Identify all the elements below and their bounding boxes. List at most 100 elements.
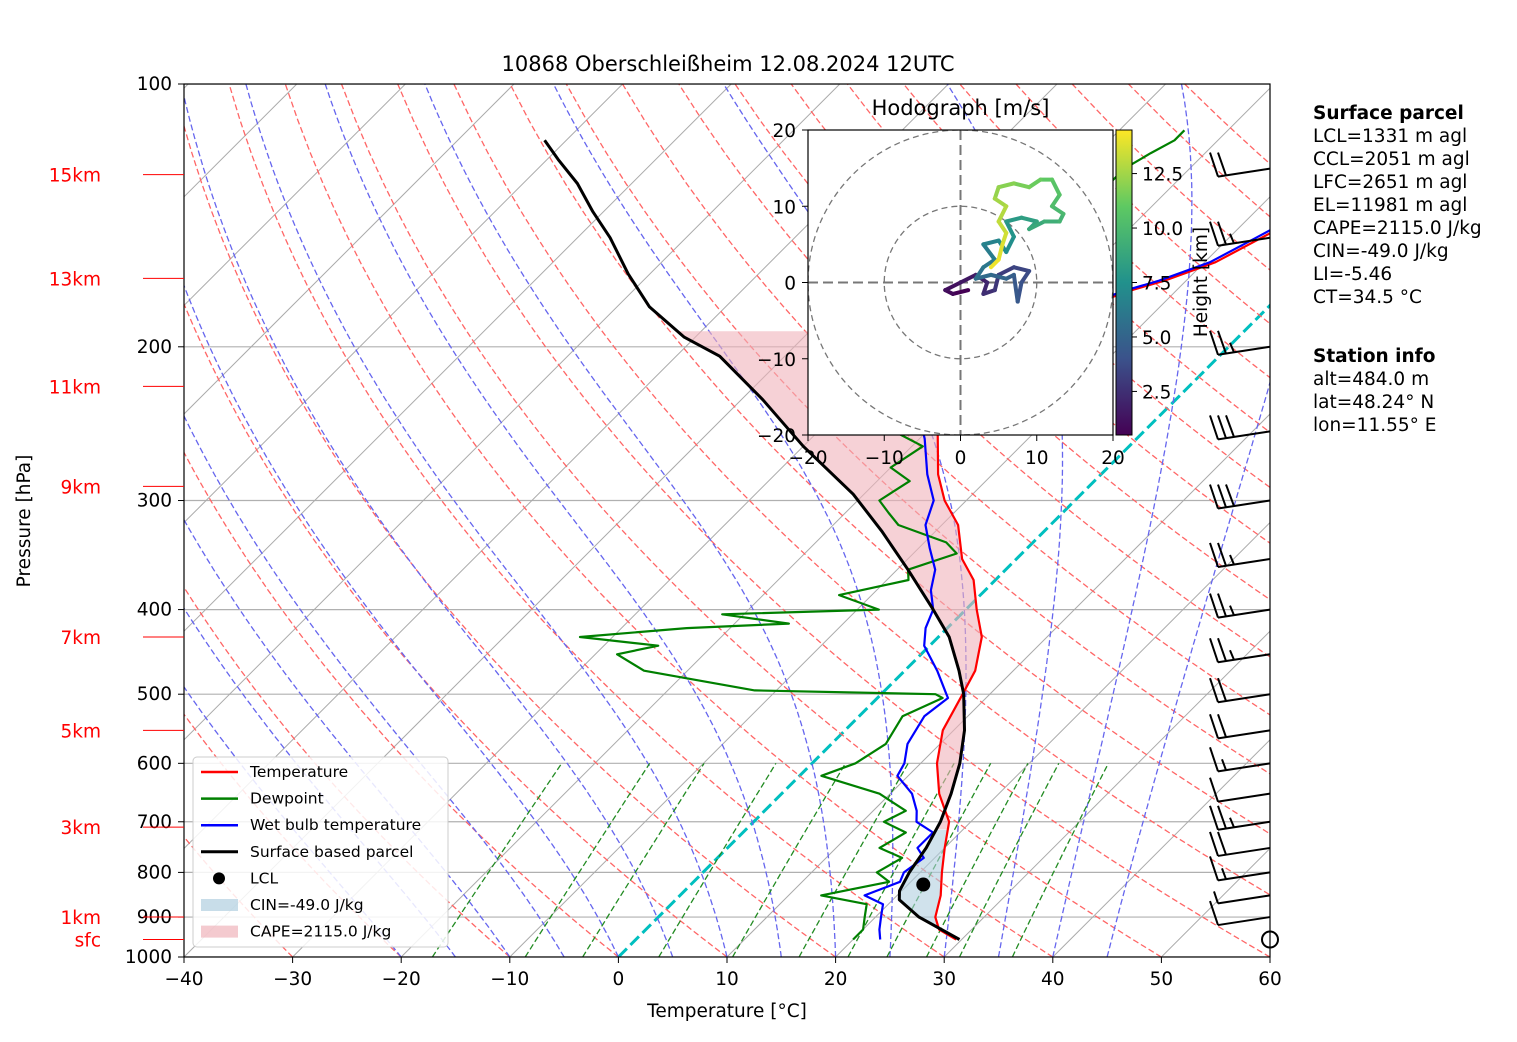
hodograph-trace bbox=[1019, 269, 1032, 285]
wind-barb bbox=[1209, 593, 1271, 619]
height-label: 5km bbox=[60, 721, 101, 742]
hodograph-y-tick-label: −10 bbox=[757, 350, 796, 371]
wind-barb bbox=[1209, 330, 1271, 356]
x-tick-label: 30 bbox=[932, 969, 956, 990]
wind-barb bbox=[1209, 777, 1271, 803]
wind-barb bbox=[1209, 831, 1271, 857]
wind-barb bbox=[1209, 714, 1271, 740]
hodograph-x-tick-label: −20 bbox=[788, 448, 827, 469]
wind-barb-flag bbox=[1221, 758, 1227, 771]
wetbulb-line bbox=[863, 228, 1270, 940]
hodograph-trace bbox=[989, 257, 1001, 270]
moist-adiabat-line bbox=[946, 84, 1064, 957]
height-label: 1km bbox=[60, 908, 101, 929]
hodograph-trace bbox=[1011, 272, 1020, 304]
wind-barb-shaft bbox=[1217, 693, 1271, 704]
hodograph-trace bbox=[958, 272, 978, 285]
wind-barb bbox=[1209, 152, 1271, 178]
colorbar-tick-label: 5.0 bbox=[1142, 328, 1171, 349]
hodograph-trace bbox=[996, 181, 1016, 190]
zero-isotherm-line bbox=[617, 303, 1270, 957]
hodograph-trace bbox=[950, 288, 971, 296]
x-tick-label: −10 bbox=[490, 969, 529, 990]
wind-barb-shaft bbox=[1217, 762, 1271, 773]
wind-barb-shaft bbox=[1217, 167, 1271, 178]
hodograph-trace bbox=[996, 242, 1005, 262]
wind-barb-shaft bbox=[1217, 345, 1271, 356]
wind-barb bbox=[1209, 856, 1271, 882]
mixing-ratio-line bbox=[524, 762, 651, 957]
dry-adiabat-line bbox=[509, 84, 1270, 835]
hodograph-y-tick-label: 20 bbox=[772, 121, 796, 142]
dry-adiabat-line bbox=[846, 84, 1270, 489]
hodograph-trace bbox=[1050, 177, 1062, 197]
station-info-lat: lat=48.24° N bbox=[1313, 392, 1435, 413]
wind-barb-shaft bbox=[1217, 236, 1271, 247]
station-info: Station info alt=484.0 m lat=48.24° N lo… bbox=[1313, 345, 1436, 437]
moist-adiabat-line bbox=[1106, 380, 1270, 957]
wind-barb-flag bbox=[1217, 593, 1227, 617]
hodograph-x-tick-label: 10 bbox=[1025, 448, 1049, 469]
colorbar-tick-label: 12.5 bbox=[1142, 165, 1183, 186]
moist-adiabat-line bbox=[184, 283, 619, 957]
isotherm-line bbox=[184, 84, 515, 415]
colorbar-tick-label: 10.0 bbox=[1142, 219, 1183, 240]
hodograph-trace bbox=[1004, 219, 1016, 239]
wind-barb-shaft bbox=[1217, 846, 1271, 857]
moist-adiabat-line bbox=[324, 84, 782, 957]
moist-adiabat-line bbox=[184, 685, 402, 957]
wind-barb-flag bbox=[1217, 714, 1227, 738]
mixing-ratio-line bbox=[732, 762, 847, 957]
surface-parcel-cape: CAPE=2115.0 J/kg bbox=[1313, 218, 1482, 239]
wind-barb-flag bbox=[1225, 484, 1235, 507]
wind-barb-shaft bbox=[1217, 430, 1271, 441]
wind-barb bbox=[1209, 415, 1271, 441]
hodograph-trace bbox=[992, 196, 1009, 209]
hodograph-y-tick-label: 0 bbox=[784, 274, 796, 295]
surface-parcel-info: Surface parcel LCL=1331 m agl CCL=2051 m… bbox=[1313, 102, 1482, 309]
x-tick-label: −30 bbox=[273, 969, 312, 990]
mixing-ratio-line bbox=[958, 762, 1060, 957]
legend-label: Wet bulb temperature bbox=[250, 816, 421, 834]
wind-barb-flag bbox=[1225, 415, 1235, 438]
wind-barb bbox=[1209, 677, 1271, 704]
wind-barb-flag bbox=[1229, 342, 1235, 353]
legend-box bbox=[192, 756, 449, 948]
height-label: 3km bbox=[60, 818, 101, 839]
wind-barb-flag bbox=[1209, 152, 1219, 177]
x-tick-label: 40 bbox=[1041, 969, 1065, 990]
hodograph-trace bbox=[989, 272, 1009, 281]
wind-barb-flag bbox=[1229, 817, 1235, 828]
mixing-ratio-line bbox=[582, 762, 705, 957]
legend-swatch bbox=[201, 925, 238, 938]
wind-barb-flag bbox=[1217, 415, 1227, 439]
surface-parcel-el: EL=11981 m agl bbox=[1313, 195, 1468, 216]
wind-barb-shaft bbox=[1217, 729, 1271, 740]
y-tick-label: 400 bbox=[137, 600, 172, 621]
moist-adiabat-line bbox=[184, 607, 457, 957]
wind-barb-flag bbox=[1209, 637, 1219, 663]
wind-barb-shaft bbox=[1217, 792, 1271, 803]
x-tick-label: 0 bbox=[613, 969, 625, 990]
wind-barb-flag bbox=[1209, 805, 1219, 831]
wind-barb-flag bbox=[1209, 330, 1219, 356]
lcl-marker bbox=[916, 877, 931, 892]
colorbar-tick-label: 7.5 bbox=[1142, 274, 1171, 295]
surface-parcel-cin: CIN=-49.0 J/kg bbox=[1313, 241, 1449, 262]
moist-adiabat-line bbox=[1052, 84, 1193, 957]
wind-barb-flag bbox=[1217, 677, 1227, 702]
dry-adiabat-line bbox=[340, 84, 1162, 957]
wind-barb-shaft bbox=[1217, 608, 1271, 619]
height-label: 13km bbox=[49, 269, 101, 290]
hodograph-trace bbox=[1011, 265, 1032, 274]
wind-barb-flag bbox=[1209, 900, 1219, 926]
x-tick-label: −20 bbox=[382, 969, 421, 990]
moist-adiabat-line bbox=[552, 84, 894, 957]
y-tick-label: 700 bbox=[137, 812, 172, 833]
wind-barb-flag bbox=[1217, 831, 1227, 856]
hodograph-trace bbox=[992, 185, 1001, 201]
hodograph-y-tick-label: 10 bbox=[772, 197, 796, 218]
dry-adiabat-line bbox=[284, 84, 1054, 957]
mixing-ratio-line bbox=[1011, 763, 1109, 957]
